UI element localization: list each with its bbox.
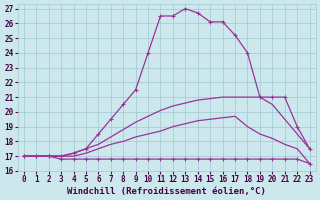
X-axis label: Windchill (Refroidissement éolien,°C): Windchill (Refroidissement éolien,°C) [67,187,266,196]
